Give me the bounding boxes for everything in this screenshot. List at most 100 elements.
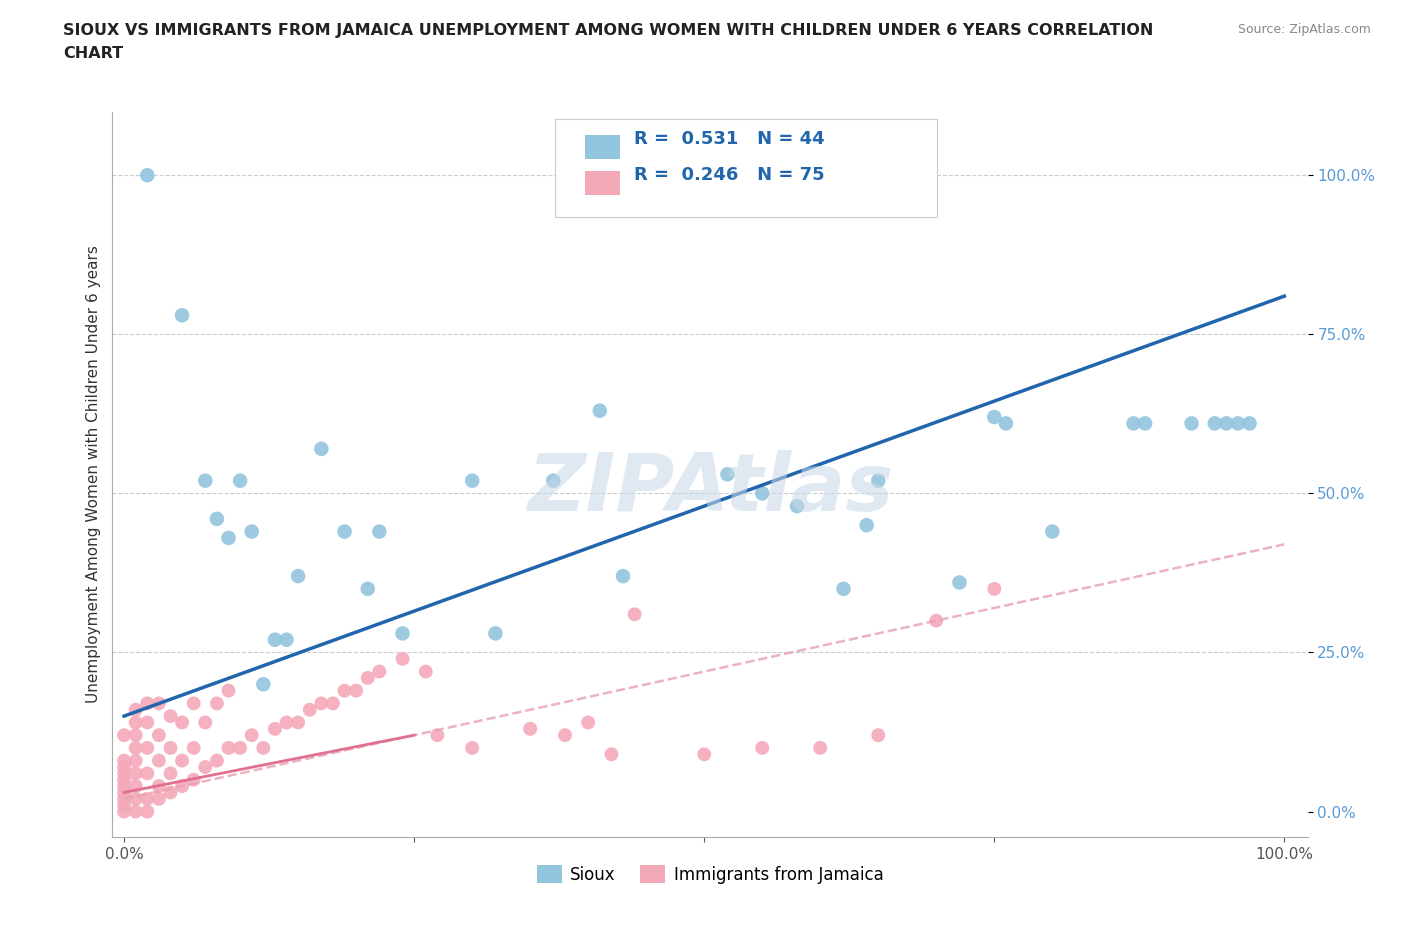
Point [159,785,181,800]
Point [623,607,645,622]
Point [194,473,217,488]
Point [136,804,159,819]
Point [112,791,135,806]
Point [461,473,484,488]
Point [344,684,367,698]
Point [948,575,970,590]
Point [205,512,228,526]
Point [136,167,159,182]
Point [368,664,391,679]
Point [264,722,287,737]
Point [136,766,159,781]
Point [136,791,159,806]
Point [183,772,205,787]
Point [159,766,181,781]
Point [426,728,449,743]
Point [589,404,612,418]
Point [1040,525,1063,539]
Text: R =  0.246   N = 75: R = 0.246 N = 75 [634,166,824,184]
Point [112,772,135,787]
Text: ZIPAtlas: ZIPAtlas [527,450,893,528]
Text: R =  0.531   N = 44: R = 0.531 N = 44 [634,130,824,148]
Point [112,785,135,800]
FancyBboxPatch shape [554,119,938,217]
Point [855,518,877,533]
Point [125,715,148,730]
Point [287,715,309,730]
Point [112,798,135,813]
Point [148,753,170,768]
Point [240,728,263,743]
Point [136,715,159,730]
Point [148,696,170,711]
Point [125,728,148,743]
Point [983,581,1005,596]
Point [125,804,148,819]
Point [148,778,170,793]
Point [1226,416,1249,431]
Point [172,715,194,730]
Point [519,722,541,737]
Point [287,568,309,583]
Point [333,525,356,539]
Point [172,753,194,768]
FancyBboxPatch shape [585,135,620,159]
Point [1215,416,1237,431]
Point [1180,416,1202,431]
Point [357,671,380,685]
Point [808,740,831,755]
Point [716,467,738,482]
Point [148,791,170,806]
Point [125,753,148,768]
Point [415,664,437,679]
Point [333,684,356,698]
FancyBboxPatch shape [585,171,620,195]
Legend: Sioux, Immigrants from Jamaica: Sioux, Immigrants from Jamaica [530,858,890,890]
Point [612,568,634,583]
Point [218,740,240,755]
Point [276,632,298,647]
Point [205,753,228,768]
Point [322,696,344,711]
Point [391,626,413,641]
Point [543,473,565,488]
Point [832,581,855,596]
Point [264,632,287,647]
Point [600,747,623,762]
Point [240,525,263,539]
Point [368,525,391,539]
Point [868,728,890,743]
Point [554,728,576,743]
Point [194,760,217,775]
Point [183,696,205,711]
Point [112,760,135,775]
Point [994,416,1017,431]
Point [194,715,217,730]
Point [357,581,380,596]
Point [229,740,252,755]
Point [461,740,484,755]
Point [1133,416,1156,431]
Point [172,308,194,323]
Point [205,696,228,711]
Point [276,715,298,730]
Point [183,740,205,755]
Point [172,778,194,793]
Point [391,651,413,666]
Point [218,530,240,545]
Point [125,740,148,755]
Point [925,613,948,628]
Point [1204,416,1226,431]
Point [112,753,135,768]
Point [125,702,148,717]
Point [298,702,321,717]
Point [112,766,135,781]
Point [1239,416,1261,431]
Point [786,498,808,513]
Text: SIOUX VS IMMIGRANTS FROM JAMAICA UNEMPLOYMENT AMONG WOMEN WITH CHILDREN UNDER 6 : SIOUX VS IMMIGRANTS FROM JAMAICA UNEMPLO… [63,23,1154,38]
Point [868,473,890,488]
Point [484,626,506,641]
Point [112,778,135,793]
Point [751,486,773,501]
Point [1122,416,1144,431]
